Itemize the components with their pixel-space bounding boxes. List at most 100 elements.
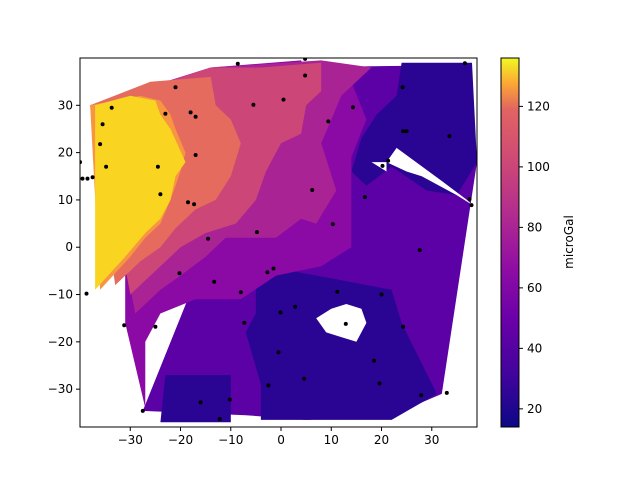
station-point (326, 119, 331, 124)
station-point (278, 310, 283, 315)
missing-data-holes (316, 147, 472, 342)
station-point (330, 222, 335, 227)
y-tick-label: 10 (58, 193, 73, 207)
x-axis: −30 −20 −10 0 10 20 30 (118, 427, 439, 447)
colorbar-tick-label: 60 (527, 281, 542, 295)
station-point (251, 102, 256, 107)
y-tick-label: 30 (58, 98, 73, 112)
station-point (335, 289, 340, 294)
station-point (90, 175, 95, 180)
station-point (404, 129, 409, 134)
station-point (198, 400, 203, 405)
station-point (192, 202, 197, 207)
hole-1 (316, 304, 367, 342)
x-tick-label: −30 (118, 433, 143, 447)
station-point (212, 279, 217, 284)
colorbar-tick-label: 100 (527, 160, 550, 174)
station-point (271, 266, 276, 271)
station-point (153, 324, 158, 329)
station-point (100, 122, 105, 127)
station-point (362, 195, 367, 200)
station-point (163, 111, 168, 116)
station-point (266, 383, 271, 388)
station-point (447, 134, 452, 139)
contour-region-3 (351, 62, 477, 196)
station-point (400, 85, 405, 90)
station-point (217, 417, 222, 421)
station-point (186, 200, 190, 205)
x-tick-label: −20 (168, 433, 193, 447)
station-point (469, 203, 474, 208)
station-point (276, 350, 281, 355)
y-tick-label: −30 (48, 382, 73, 396)
y-tick-label: 0 (65, 240, 73, 254)
station-point (419, 393, 424, 398)
station-point (350, 105, 355, 110)
station-point (254, 230, 259, 235)
station-point (303, 58, 308, 61)
station-point (227, 397, 232, 402)
colorbar-gradient (501, 58, 519, 427)
station-point (377, 381, 382, 386)
station-point (380, 163, 385, 168)
y-tick-label: −10 (48, 288, 73, 302)
station-point (158, 192, 163, 197)
colorbar-label: microGal (562, 215, 576, 269)
station-point (193, 114, 198, 119)
station-point (188, 110, 193, 115)
station-point (302, 376, 307, 381)
station-point (109, 105, 114, 110)
x-tick-label: 20 (374, 433, 389, 447)
station-point (80, 176, 85, 181)
station-point (238, 290, 243, 295)
station-point (85, 176, 90, 181)
colorbar-tick-label: 80 (527, 220, 542, 234)
station-point (310, 188, 315, 192)
plot-area (79, 57, 478, 428)
station-point (122, 323, 127, 328)
station-points (80, 58, 474, 421)
station-point (386, 158, 391, 163)
station-point (467, 197, 472, 201)
station-point (462, 61, 467, 66)
colorbar: 20 40 60 80 100 120 microGal (500, 57, 576, 428)
station-point (293, 304, 298, 309)
contour-fill (90, 60, 477, 423)
colorbar-tick-label: 120 (527, 99, 550, 113)
station-point (303, 73, 308, 78)
station-point (155, 164, 160, 169)
colorbar-tick-label: 40 (527, 341, 542, 355)
contour-region-9 (95, 95, 186, 290)
y-axis: −30 −20 −10 0 10 20 30 (48, 98, 80, 396)
contour-region-1 (160, 375, 231, 423)
station-point (98, 142, 103, 147)
station-point (242, 320, 247, 325)
station-point (140, 408, 145, 413)
colorbar-frame (500, 57, 520, 428)
x-tick-label: 0 (277, 433, 285, 447)
station-point (177, 271, 182, 276)
station-point (265, 270, 270, 275)
y-tick-label: −20 (48, 335, 73, 349)
station-point (401, 129, 406, 134)
station-point (173, 85, 178, 90)
x-tick-label: 10 (324, 433, 339, 447)
x-tick-label: −10 (218, 433, 243, 447)
station-point (84, 291, 89, 296)
station-point (104, 164, 109, 169)
station-point (281, 97, 286, 102)
x-tick-label: 30 (424, 433, 439, 447)
station-point (343, 321, 348, 326)
station-point (193, 153, 198, 157)
colorbar-tick-label: 20 (527, 402, 542, 416)
station-point (235, 61, 240, 66)
station-point (444, 390, 449, 395)
contour-region-2 (245, 270, 437, 420)
station-point (372, 358, 376, 363)
station-point (417, 248, 422, 253)
y-tick-label: 20 (58, 146, 73, 160)
hole-0 (371, 147, 472, 205)
station-point (379, 292, 384, 297)
station-point (401, 324, 406, 329)
